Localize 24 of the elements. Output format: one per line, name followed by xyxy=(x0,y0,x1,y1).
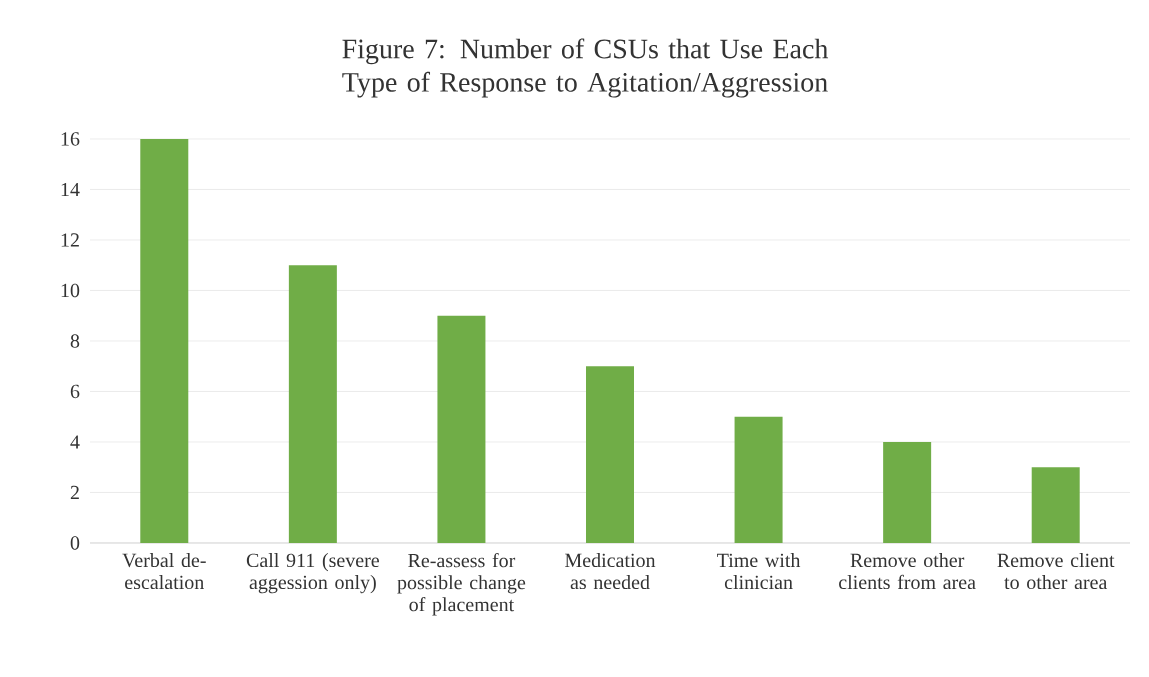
bar xyxy=(1031,467,1080,543)
bar xyxy=(288,265,337,543)
y-tick-label: 16 xyxy=(61,132,80,146)
y-tick-label: 2 xyxy=(70,485,79,500)
x-tick-label: Remove client to other area xyxy=(997,553,1115,590)
y-tick-label: 8 xyxy=(70,334,80,348)
y-tick-label: 14 xyxy=(61,182,80,197)
chart-title: Figure 7: Number of CSUs that Use Each Type of Response to Agitation/Aggression xyxy=(342,38,829,98)
y-tick-label: 10 xyxy=(61,283,80,298)
x-tick-label: Medication as needed xyxy=(565,553,656,590)
bar xyxy=(586,366,634,543)
bar xyxy=(883,441,932,543)
x-tick-label: Time with clinician xyxy=(717,553,801,590)
bar xyxy=(734,416,783,543)
y-tick-label: 12 xyxy=(61,233,79,247)
y-tick-label: 0 xyxy=(70,536,80,550)
bar xyxy=(140,138,189,543)
x-tick-label: Remove other clients from area xyxy=(839,553,976,590)
x-tick-label: Re-assess for possible change of placement xyxy=(397,553,526,616)
x-tick-label: Verbal de-escalation xyxy=(122,553,206,590)
y-tick-label: 4 xyxy=(70,435,80,449)
y-tick-label: 6 xyxy=(70,384,80,399)
x-tick-label: Call 911 (severe aggession only) xyxy=(246,553,379,594)
bar xyxy=(437,315,486,543)
